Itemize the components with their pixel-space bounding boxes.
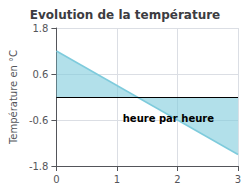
svg-text:heure par heure: heure par heure: [123, 113, 214, 124]
svg-text:1: 1: [114, 174, 120, 185]
svg-text:Evolution de la température: Evolution de la température: [30, 8, 221, 22]
svg-text:0: 0: [53, 174, 59, 185]
svg-text:2: 2: [174, 174, 180, 185]
svg-text:3: 3: [235, 174, 241, 185]
svg-text:Température en °C: Température en °C: [8, 50, 19, 145]
svg-text:-1.8: -1.8: [29, 161, 49, 172]
svg-text:-0.6: -0.6: [29, 115, 49, 126]
svg-text:1.8: 1.8: [33, 23, 49, 34]
svg-text:0.6: 0.6: [33, 69, 49, 80]
